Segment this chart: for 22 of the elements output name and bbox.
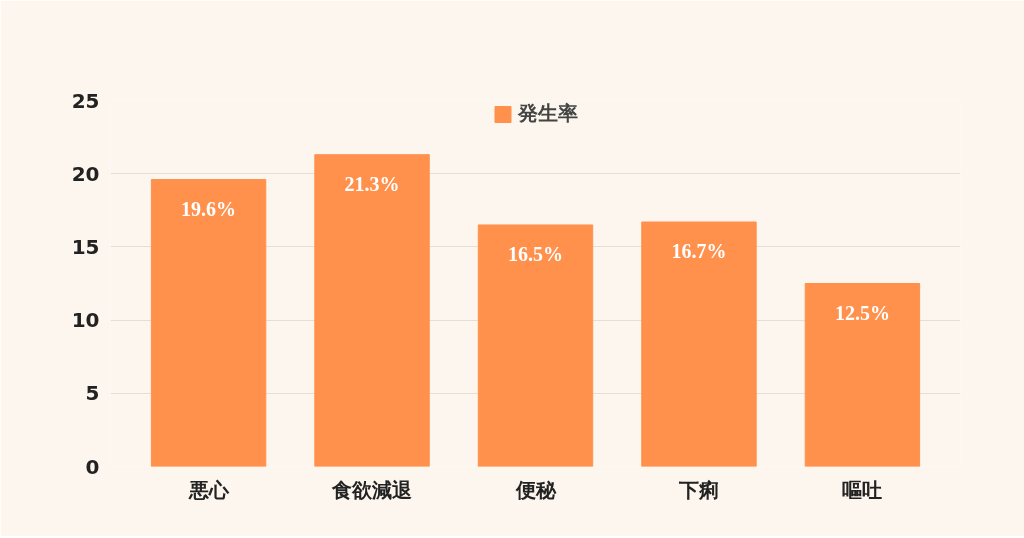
legend-label: 発生率 [517, 100, 578, 127]
y-tick-label: 15 [71, 234, 100, 259]
bar [804, 283, 921, 467]
data-label: 16.5% [508, 242, 563, 265]
data-label: 16.7% [671, 240, 727, 263]
x-tick-label: 食欲減退 [331, 477, 413, 502]
data-label: 19.6% [181, 197, 237, 220]
data-label: 21.3% [344, 172, 400, 195]
y-tick-label: 20 [71, 161, 100, 186]
x-tick-label: 嘔吐 [842, 477, 883, 502]
y-tick-label: 25 [71, 88, 100, 113]
bar [150, 179, 267, 467]
x-tick-label: 下痢 [677, 477, 719, 502]
y-tick-label: 0 [85, 454, 100, 479]
y-tick-label: 10 [71, 308, 100, 333]
y-tick-label: 5 [85, 381, 100, 406]
x-tick-label: 便秘 [514, 477, 557, 502]
data-label: 12.5% [834, 301, 890, 324]
bar [314, 154, 430, 467]
bar [641, 221, 757, 467]
bar [477, 224, 594, 467]
x-tick-label: 悪心 [187, 477, 230, 502]
